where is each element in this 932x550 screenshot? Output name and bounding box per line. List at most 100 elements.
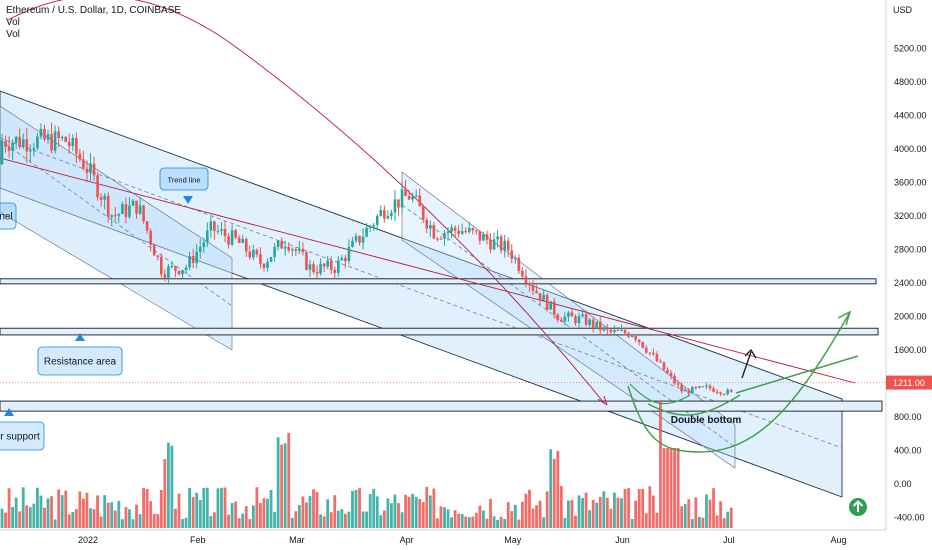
volume-bar xyxy=(648,486,652,528)
candle-body xyxy=(301,248,305,253)
candle-body xyxy=(708,385,712,389)
candle-body xyxy=(375,215,379,225)
candle-body xyxy=(36,136,39,149)
candle-body xyxy=(57,131,60,139)
volume-bar xyxy=(223,487,227,528)
candle-body xyxy=(266,261,269,268)
volume-bar xyxy=(719,501,723,528)
volume-bar xyxy=(259,503,262,528)
price-axis-bg xyxy=(886,0,932,550)
volume-bar xyxy=(269,489,273,528)
volume-bar xyxy=(202,488,206,528)
volume-bar xyxy=(450,517,453,528)
volume-bar xyxy=(584,492,588,528)
candle-body xyxy=(283,246,287,249)
candle-body xyxy=(92,163,96,176)
candle-body xyxy=(78,153,82,160)
candle-body xyxy=(567,312,570,317)
volume-bar xyxy=(326,499,330,528)
volume-bar xyxy=(506,502,510,528)
volume-bar xyxy=(641,488,645,528)
symbol-title: Ethereum / U.S. Dollar, 1D, COINBASE xyxy=(6,5,182,16)
volume-bar xyxy=(241,513,245,528)
volume-bar xyxy=(198,500,202,528)
volume-bar xyxy=(166,442,170,528)
support-zone-box xyxy=(0,400,883,412)
volume-bar xyxy=(99,516,103,528)
candle-body xyxy=(121,204,124,214)
volume-bar xyxy=(708,499,712,528)
volume-bar xyxy=(510,511,514,528)
volume-bar xyxy=(230,503,234,528)
volume-bar xyxy=(329,512,333,528)
candle-body xyxy=(156,255,160,258)
candle-body xyxy=(75,138,78,154)
candle-body xyxy=(464,231,468,233)
candle-body xyxy=(521,270,524,277)
volume-bar xyxy=(513,504,517,528)
candle-body xyxy=(315,271,319,274)
price-tick-label: -400.00 xyxy=(894,513,925,523)
volume-bar xyxy=(106,502,110,528)
volume-bar xyxy=(290,517,294,528)
volume-bar xyxy=(262,498,266,528)
candle-body xyxy=(365,227,368,237)
volume-bar xyxy=(156,514,160,528)
volume-bar xyxy=(404,494,407,528)
price-tick-label: 0.00 xyxy=(894,479,912,489)
candle-body xyxy=(446,231,450,234)
candle-body xyxy=(103,195,106,200)
candle-body xyxy=(517,257,521,271)
volume-bar xyxy=(138,514,142,528)
time-tick-label: Apr xyxy=(400,535,414,545)
up-arrow-glyph xyxy=(852,500,864,512)
volume-bar xyxy=(351,490,354,528)
support-pointer xyxy=(4,408,14,416)
time-tick-label: Mar xyxy=(289,535,305,545)
candle-body xyxy=(698,386,701,388)
volume-bar xyxy=(333,495,337,528)
volume-bar xyxy=(89,508,92,528)
volume-bar xyxy=(120,519,124,528)
volume-bar xyxy=(92,509,96,528)
candle-body xyxy=(220,229,223,231)
candle-body xyxy=(202,242,206,247)
candle-body xyxy=(0,140,4,165)
volume-bar xyxy=(39,495,43,528)
price-tick-label: 3600.00 xyxy=(894,178,927,188)
volume-bar xyxy=(149,501,153,528)
candle-body xyxy=(379,209,383,216)
price-tick-label: 5200.00 xyxy=(894,44,927,54)
volume-bar xyxy=(630,519,634,528)
volume-bar xyxy=(131,519,135,528)
volume-bar xyxy=(71,512,75,528)
volume-bar xyxy=(574,515,577,528)
volume-bar xyxy=(400,512,404,528)
resistance-zone-upper xyxy=(0,278,877,285)
double-bottom-curve-2 xyxy=(629,383,691,405)
volume-bar xyxy=(588,510,592,528)
volume-bar xyxy=(50,496,53,528)
volume-bar xyxy=(32,503,36,528)
price-tick-label: 4000.00 xyxy=(894,144,927,154)
volume-bar xyxy=(524,493,528,528)
volume-bar xyxy=(74,509,78,528)
candle-body xyxy=(347,246,351,262)
volume-bar xyxy=(471,516,475,528)
volume-bar xyxy=(60,495,64,528)
price-tick-label: 2800.00 xyxy=(894,245,927,255)
trend-line xyxy=(0,157,856,384)
volume-bar xyxy=(446,509,450,528)
candle-body xyxy=(655,354,659,362)
volume-bar xyxy=(319,514,322,528)
volume-bar xyxy=(613,492,616,528)
candle-body xyxy=(722,394,726,396)
volume-bar xyxy=(128,509,131,528)
volume-bar xyxy=(439,506,443,528)
candle-body xyxy=(712,388,715,392)
support-label-box xyxy=(0,421,45,451)
volume-bar xyxy=(683,504,687,528)
candle-body xyxy=(429,225,432,229)
